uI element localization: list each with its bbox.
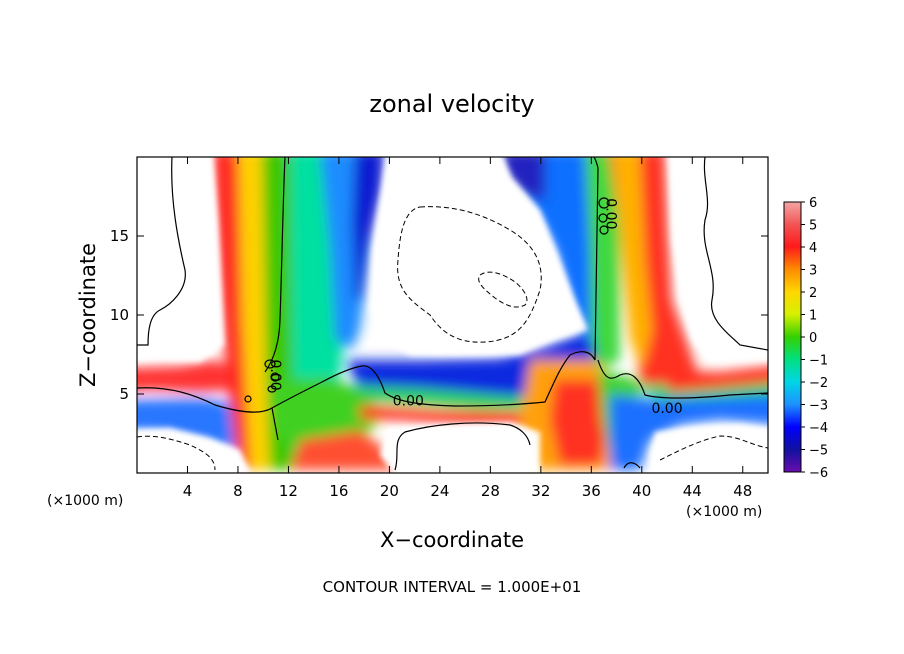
plot-area: 0.00 0.00 0.00 0.00	[136, 156, 769, 474]
field-region-mid-strip-red	[360, 405, 545, 428]
contour-solid-mid	[137, 157, 768, 441]
field-region-lower-right-red	[660, 366, 768, 392]
contour-value-label: 0.00	[393, 393, 424, 409]
contour-loop-4	[244, 395, 252, 403]
x-tick-label: 4	[183, 482, 193, 500]
x-axis-label: X−coordinate	[380, 528, 524, 552]
contour-loop-6	[598, 213, 608, 223]
colorbar-tick-label: −2	[809, 376, 828, 391]
contour-loop-2	[270, 372, 280, 382]
colorbar-tick-label: 1	[809, 309, 817, 324]
y-tick-label: 10	[110, 306, 129, 324]
colorbar-tick-label: 4	[809, 241, 817, 256]
contour-solid-upper-left	[137, 157, 186, 346]
x-tick-label: 40	[632, 482, 651, 500]
colorbar-tick-label: 3	[809, 264, 817, 279]
colorbar-gradient	[783, 201, 802, 473]
velocity-field	[137, 157, 768, 473]
y-tick-label: 5	[119, 385, 129, 403]
x-unit-label-right: (×1000 m)	[686, 504, 762, 520]
contour-labels: 0.00 0.00 0.00 0.00	[267, 198, 683, 417]
x-tick-label: 44	[683, 482, 702, 500]
contour-value-label: 0.00	[602, 198, 618, 229]
x-tick-label: 24	[430, 482, 449, 500]
field-zero-region-lower-right	[650, 424, 768, 473]
x-tick-label: 36	[582, 482, 601, 500]
colorbar-tick-label: 0	[809, 331, 817, 346]
contour-loop-5	[598, 197, 610, 209]
colorbar-tick-label: −6	[809, 466, 828, 481]
contour-dashed-inner	[478, 271, 528, 308]
field-region-lower-middle-core	[550, 380, 610, 465]
contour-value-label: 0.00	[651, 401, 682, 417]
contour-loop-3	[267, 385, 277, 393]
field-region-mid-jet-green	[350, 385, 545, 410]
colorbar-tick-label: 2	[809, 286, 817, 301]
contour-solid-upper-right	[703, 157, 768, 351]
x-tick-label: 16	[329, 482, 348, 500]
contour-solid-left-plume	[264, 157, 286, 373]
y-tick-label: 15	[110, 227, 129, 245]
field-region-right-plume-navy	[501, 157, 545, 200]
colorbar: 6 5 4 3 2 1 0 −1 −2 −3 −4 −5 −6	[783, 196, 828, 481]
field-zero-region-upper-right	[668, 157, 768, 362]
contour-solid-lower-right	[623, 462, 641, 469]
contour-loop-7	[599, 225, 609, 235]
x-axis-ticks: 4 8 12 16 20 24 28 32 36 40 44 48	[183, 157, 752, 500]
x-tick-label: 20	[380, 482, 399, 500]
field-zero-region-upper-left	[137, 157, 224, 362]
colorbar-tick-label: −3	[809, 399, 828, 414]
x-tick-label: 8	[233, 482, 243, 500]
x-tick-label: 28	[481, 482, 500, 500]
negative-contours	[137, 206, 768, 471]
x-tick-label: 48	[733, 482, 752, 500]
contour-interval-note: CONTOUR INTERVAL = 1.000E+01	[323, 578, 582, 596]
colorbar-ticks: 6 5 4 3 2 1 0 −1 −2 −3 −4 −5 −6	[801, 196, 828, 481]
field-region-left-plume-navy	[352, 157, 385, 300]
y-axis-ticks: 5 10 15	[110, 227, 768, 403]
contour-dashed-lower-right	[659, 435, 768, 461]
contour-value-label: 0.00	[267, 359, 283, 390]
field-region-center-red	[290, 430, 400, 470]
contour-loop-1	[264, 359, 276, 369]
zero-contours	[137, 157, 768, 471]
colorbar-tick-label: 6	[809, 196, 817, 211]
chart-title: zonal velocity	[369, 90, 534, 118]
contour-dashed-upper-center	[397, 206, 542, 343]
colorbar-tick-label: −1	[809, 354, 828, 369]
x-tick-label: 32	[531, 482, 550, 500]
field-zero-region-lower-center	[380, 422, 540, 473]
contour-solid-lower-center	[394, 422, 531, 471]
x-unit-label-left: (×1000 m)	[47, 493, 123, 509]
field-region-right-plume-yellow	[612, 157, 652, 370]
field-region-lower-left-red	[137, 360, 240, 392]
colorbar-tick-label: −5	[809, 444, 828, 459]
contour-dashed-lower-left	[137, 435, 216, 471]
field-zero-region-lower-left	[137, 428, 252, 473]
x-tick-label: 12	[279, 482, 298, 500]
field-region-right-plume-green	[585, 157, 620, 370]
colorbar-tick-label: −4	[809, 421, 828, 436]
field-region-lower-right-blue	[610, 381, 768, 470]
colorbar-tick-label: 5	[809, 219, 817, 234]
y-axis-label: Z−coordinate	[76, 243, 100, 387]
